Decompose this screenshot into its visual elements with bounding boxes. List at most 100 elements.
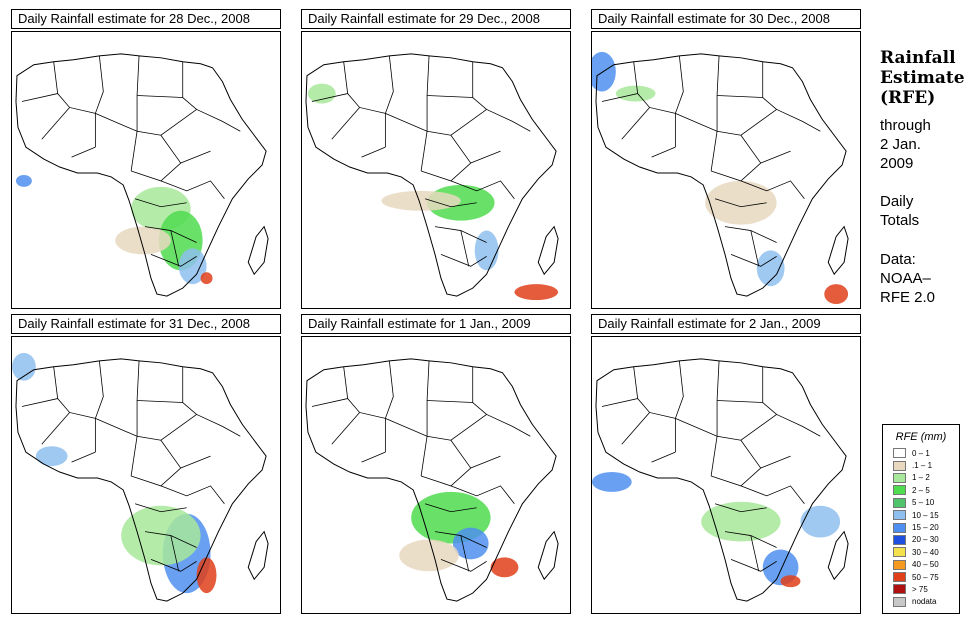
legend-item: nodata [883, 596, 959, 608]
africa-coastline [305, 358, 557, 602]
country-border [311, 93, 348, 102]
country-border [450, 135, 501, 164]
madagascar-coastline [537, 225, 559, 276]
legend-title: RFE (mm) [895, 431, 947, 443]
country-border [601, 398, 638, 407]
rainfall-area [514, 284, 559, 301]
africa-map-svg [305, 358, 559, 602]
legend-label: 20 – 30 [912, 535, 939, 545]
legend-swatch [893, 472, 906, 483]
madagascar-coastline [247, 225, 269, 276]
country-border [95, 109, 197, 136]
map-panel-31-dec: Daily Rainfall estimate for 31 Dec., 200… [11, 314, 281, 616]
country-border [170, 535, 180, 572]
country-border [674, 55, 684, 148]
country-border [196, 414, 241, 437]
rainfall-map [591, 31, 861, 309]
country-border [53, 61, 96, 114]
rainfall-area [200, 272, 213, 285]
legend-swatch [893, 584, 906, 595]
country-border [182, 61, 197, 110]
country-border [41, 107, 70, 140]
legend-label: nodata [912, 597, 937, 607]
country-border [440, 254, 487, 267]
totals-label: Totals [880, 212, 920, 229]
legend-item: 15 – 20 [883, 521, 959, 533]
legend-label: 10 – 15 [912, 510, 939, 520]
country-border [182, 366, 197, 415]
rainfall-area [592, 472, 632, 492]
rainfall-map [301, 336, 571, 614]
country-border [160, 180, 225, 200]
panel-title: Daily Rainfall estimate for 1 Jan., 2009 [301, 314, 571, 334]
country-border [361, 146, 386, 158]
country-border [343, 61, 386, 114]
legend-rows: 0 – 1 .1 – 1 1 – 2 2 – 5 5 – 10 10 – 15 15 – 2… [883, 447, 959, 608]
rainfall-area [399, 539, 459, 572]
country-border [601, 93, 638, 102]
africa-map-svg [592, 51, 849, 305]
legend-label: 0 – 1 [912, 448, 930, 458]
country-border [710, 162, 762, 182]
legend-swatch [893, 559, 906, 570]
country-border [160, 135, 211, 164]
country-border [95, 414, 197, 441]
country-border [420, 467, 472, 487]
rainfall-area [701, 501, 781, 542]
country-border [420, 436, 428, 477]
legend-swatch [893, 497, 906, 508]
country-border [740, 440, 791, 469]
madagascar-coastline [537, 530, 559, 581]
country-border [486, 414, 531, 437]
rainfall-area [15, 174, 32, 187]
country-border [53, 366, 96, 419]
country-border [710, 467, 762, 487]
rainfall-area [381, 190, 461, 211]
legend-item: 30 – 40 [883, 546, 959, 558]
legend-item: > 75 [883, 583, 959, 595]
data-label: Data: [880, 251, 916, 268]
africa-coastline [595, 53, 847, 297]
country-border [740, 180, 805, 200]
country-border [71, 146, 96, 158]
country-border [714, 503, 767, 513]
country-border [130, 436, 138, 477]
country-border [196, 109, 241, 132]
legend-label: 30 – 40 [912, 547, 939, 557]
country-border [130, 162, 182, 182]
legend-item: 5 – 10 [883, 497, 959, 509]
rainfall-area [800, 505, 841, 538]
rainfall-area [115, 226, 171, 255]
legend-swatch [893, 572, 906, 583]
country-border [710, 436, 718, 477]
country-border [136, 55, 140, 132]
country-border [674, 360, 684, 453]
country-border [633, 366, 676, 419]
product-title: Rainfall Estimate (RFE) [880, 48, 965, 108]
period-label: Daily Totals [880, 192, 919, 230]
country-border [750, 535, 760, 572]
rainfall-area [121, 505, 201, 566]
panel-title: Daily Rainfall estimate for 29 Dec., 200… [301, 9, 571, 29]
title-line: (RFE) [880, 88, 936, 108]
country-border [427, 400, 473, 403]
legend-label: 1 – 2 [912, 473, 930, 483]
country-border [130, 131, 138, 172]
country-border [724, 226, 777, 243]
rainfall-area [824, 284, 849, 305]
title-line: Estimate [880, 68, 965, 88]
country-border [486, 109, 531, 132]
legend-label: 2 – 5 [912, 485, 930, 495]
country-border [651, 146, 676, 158]
country-border [651, 451, 676, 463]
country-border [94, 360, 104, 453]
country-border [717, 95, 763, 98]
country-border [450, 440, 501, 469]
map-panel-1-jan: Daily Rainfall estimate for 1 Jan., 2009 [301, 314, 571, 616]
madagascar-coastline [827, 530, 849, 581]
legend-label: > 75 [912, 584, 928, 594]
panel-title: Daily Rainfall estimate for 30 Dec., 200… [591, 9, 861, 29]
map-panel-28-dec: Daily Rainfall estimate for 28 Dec., 200… [11, 9, 281, 311]
country-border [621, 412, 650, 445]
map-panel-30-dec: Daily Rainfall estimate for 30 Dec., 200… [591, 9, 861, 311]
